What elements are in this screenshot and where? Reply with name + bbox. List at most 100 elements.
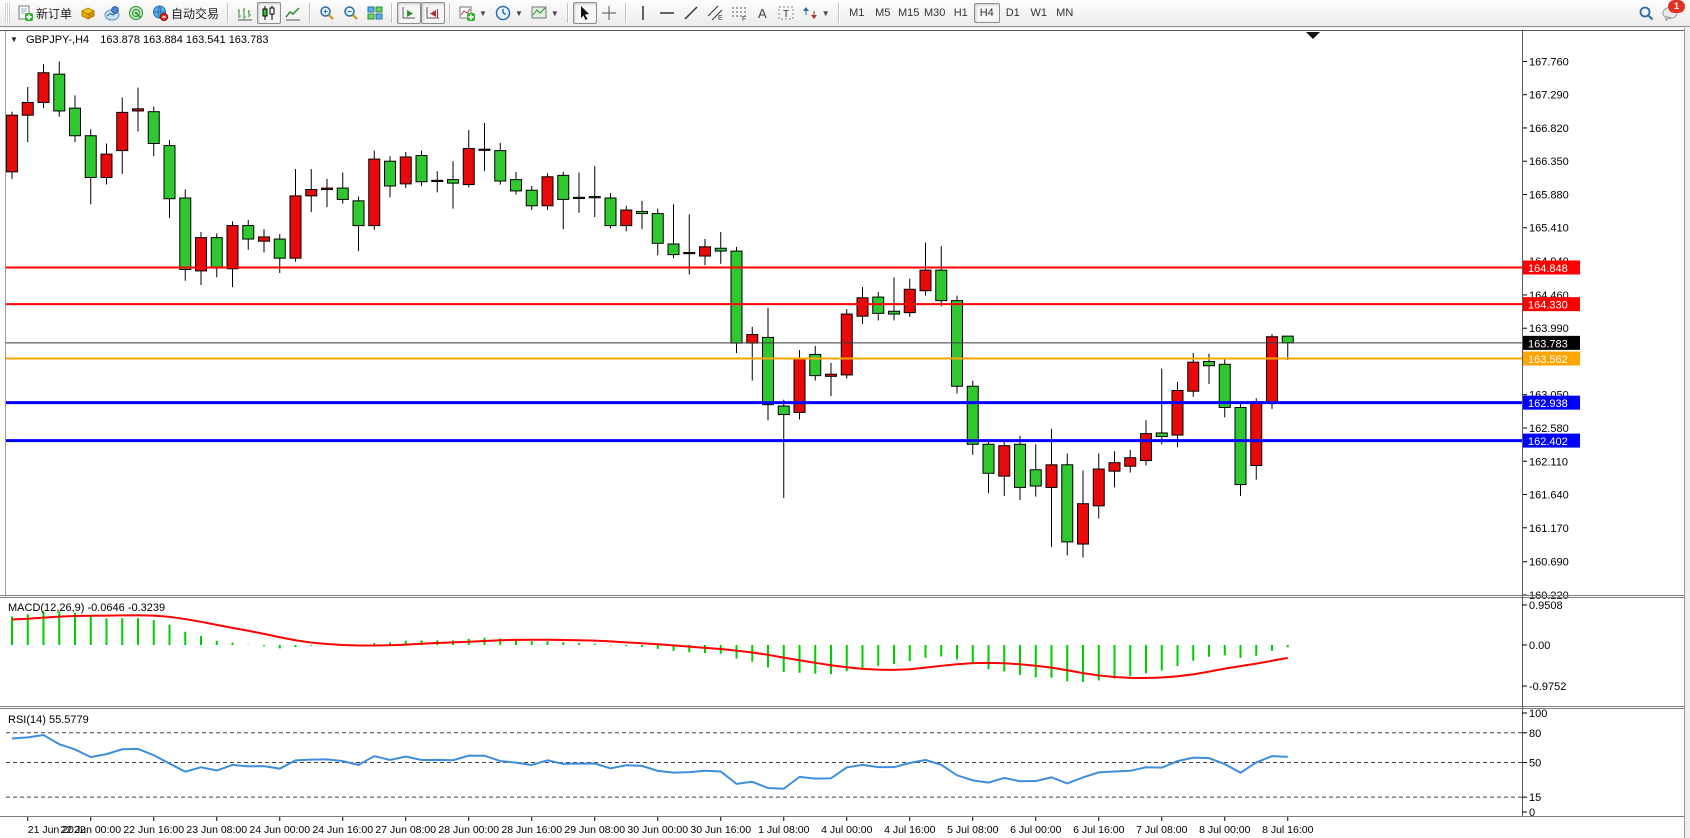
candle-bearish	[447, 179, 459, 184]
new-order-button[interactable]: 新订单	[13, 2, 76, 24]
price-axis-label[interactable]: 162.580	[1529, 423, 1569, 435]
signals-button[interactable]	[124, 2, 148, 24]
fibonacci-tool-button[interactable]: F	[727, 2, 751, 24]
price-axis-label[interactable]: 161.640	[1529, 490, 1569, 502]
chart-canvas[interactable]: 167.760 167.290 166.820 166.350 165.880 165.4…	[0, 28, 1690, 838]
timeframe-button-m30[interactable]: M30	[924, 7, 946, 19]
price-axis-label[interactable]: 165.880	[1529, 189, 1569, 201]
text-tool-button[interactable]: A	[751, 2, 774, 24]
candle-bearish	[872, 296, 885, 314]
tile-windows-button[interactable]	[363, 2, 387, 24]
chart-area[interactable]: ▼ GBPJPY-,H4 163.878 163.884 163.541 163…	[0, 28, 1690, 838]
price-axis-label[interactable]: 165.410	[1529, 223, 1569, 235]
candle-bullish	[431, 179, 444, 183]
time-axis-label[interactable]: 30 Jun 00:00	[627, 824, 688, 836]
line-chart-button[interactable]	[281, 2, 305, 24]
timeframe-button-m1[interactable]: M1	[849, 7, 865, 19]
time-axis-label[interactable]: 24 Jun 00:00	[249, 824, 310, 836]
timeframe-button-w1[interactable]: W1	[1030, 7, 1047, 19]
market-watch-button[interactable]	[76, 2, 100, 24]
toolbar-grip[interactable]	[5, 3, 10, 23]
price-axis-label[interactable]: 167.760	[1529, 56, 1569, 68]
window-right-gutter	[1684, 28, 1690, 838]
price-axis-label[interactable]: 163.990	[1529, 323, 1569, 335]
periods-button[interactable]: ▼	[491, 2, 527, 24]
timeframe-button-d1[interactable]: D1	[1005, 7, 1020, 19]
timeframe-button-h1[interactable]: H1	[953, 7, 968, 19]
time-axis-label[interactable]: 24 Jun 16:00	[312, 824, 373, 836]
macd-axis-label[interactable]: 0.00	[1529, 640, 1550, 652]
profiles-button[interactable]	[100, 2, 124, 24]
rsi-axis-label[interactable]: 100	[1529, 708, 1547, 720]
price-axis-label[interactable]: 166.350	[1529, 156, 1569, 168]
zoom-in-button[interactable]	[315, 2, 339, 24]
text-label-tool-button[interactable]: T	[774, 2, 798, 24]
auto-scroll-button[interactable]	[397, 2, 422, 24]
templates-button[interactable]: ▼	[527, 2, 563, 24]
time-axis-label[interactable]: 4 Jul 00:00	[821, 824, 873, 836]
time-axis-label[interactable]: 30 Jun 16:00	[690, 824, 751, 836]
time-axis-label[interactable]: 28 Jun 00:00	[438, 824, 499, 836]
time-axis-label[interactable]: 6 Jul 16:00	[1073, 824, 1125, 836]
candlestick-chart-button[interactable]	[257, 2, 282, 24]
time-axis-label[interactable]: 5 Jul 08:00	[947, 824, 999, 836]
price-chip-164.848	[1523, 260, 1580, 275]
cursor-icon	[577, 5, 593, 21]
cursor-tool-button[interactable]	[572, 2, 597, 24]
rsi-axis-label[interactable]: 0	[1529, 807, 1535, 819]
timeframe-button-m15[interactable]: M15	[898, 7, 920, 19]
time-axis-label[interactable]: 21 Jun 2022	[28, 824, 86, 836]
candle-bearish	[494, 150, 507, 182]
rsi-axis-label[interactable]: 15	[1529, 792, 1541, 804]
arrows-tool-button[interactable]: ▼	[798, 2, 834, 24]
time-axis-label[interactable]: 29 Jun 08:00	[564, 824, 625, 836]
chart-shift-marker[interactable]	[1306, 32, 1320, 39]
bar-chart-button[interactable]	[233, 2, 257, 24]
time-axis-label[interactable]: 23 Jun 08:00	[186, 824, 247, 836]
auto-scroll-icon	[401, 5, 417, 21]
macd-axis-label[interactable]: 0.9508	[1529, 600, 1563, 612]
svg-text:E: E	[718, 15, 723, 21]
timeframe-button-mn[interactable]: MN	[1056, 7, 1074, 19]
candle-bullish	[100, 153, 113, 178]
price-axis-label[interactable]: 160.690	[1529, 557, 1569, 569]
collapse-triangle-icon[interactable]: ▼	[10, 35, 18, 44]
time-axis-label[interactable]: 8 Jul 16:00	[1262, 824, 1314, 836]
toolbar-separator	[391, 3, 394, 23]
time-axis-label[interactable]: 4 Jul 16:00	[884, 824, 936, 836]
time-axis-label[interactable]: 6 Jul 00:00	[1010, 824, 1062, 836]
time-axis-label[interactable]: 28 Jun 16:00	[501, 824, 562, 836]
notifications-button[interactable]: 1	[1658, 0, 1685, 24]
chart-shift-button[interactable]	[421, 2, 446, 24]
zoom-out-button[interactable]	[339, 2, 363, 24]
trendline-tool-button[interactable]	[679, 2, 703, 24]
time-axis-label[interactable]: 22 Jun 00:00	[60, 824, 121, 836]
chart-background[interactable]	[0, 28, 1690, 838]
channel-tool-button[interactable]: E	[703, 2, 727, 24]
zoom-out-icon	[343, 5, 359, 21]
rsi-axis-label[interactable]: 80	[1529, 728, 1541, 740]
price-axis-label[interactable]: 166.820	[1529, 123, 1569, 135]
vertical-line-tool-button[interactable]	[631, 2, 655, 24]
time-axis-label[interactable]: 27 Jun 08:00	[375, 824, 436, 836]
macd-axis-label[interactable]: -0.9752	[1529, 681, 1566, 693]
profiles-icon	[104, 5, 120, 21]
candle-bullish	[699, 246, 711, 257]
rsi-axis-label[interactable]: 50	[1529, 758, 1541, 770]
price-axis-label[interactable]: 161.170	[1529, 523, 1569, 535]
chevron-down-icon: ▼	[514, 8, 523, 18]
time-axis-label[interactable]: 7 Jul 08:00	[1136, 824, 1188, 836]
time-axis-label[interactable]: 22 Jun 16:00	[123, 824, 184, 836]
timeframe-button-h4[interactable]: H4	[973, 3, 1000, 23]
crosshair-tool-button[interactable]	[597, 2, 621, 24]
price-axis-label[interactable]: 162.110	[1529, 456, 1568, 468]
time-axis-label[interactable]: 8 Jul 00:00	[1199, 824, 1251, 836]
search-button[interactable]	[1634, 2, 1658, 24]
horizontal-line-tool-button[interactable]	[655, 2, 679, 24]
time-axis-label[interactable]: 1 Jul 08:00	[758, 824, 810, 836]
indicators-button[interactable]: ▼	[455, 2, 491, 24]
timeframe-button-m5[interactable]: M5	[875, 7, 891, 19]
autotrading-button[interactable]: 自动交易	[148, 2, 223, 24]
price-axis-label[interactable]: 167.290	[1529, 90, 1569, 102]
